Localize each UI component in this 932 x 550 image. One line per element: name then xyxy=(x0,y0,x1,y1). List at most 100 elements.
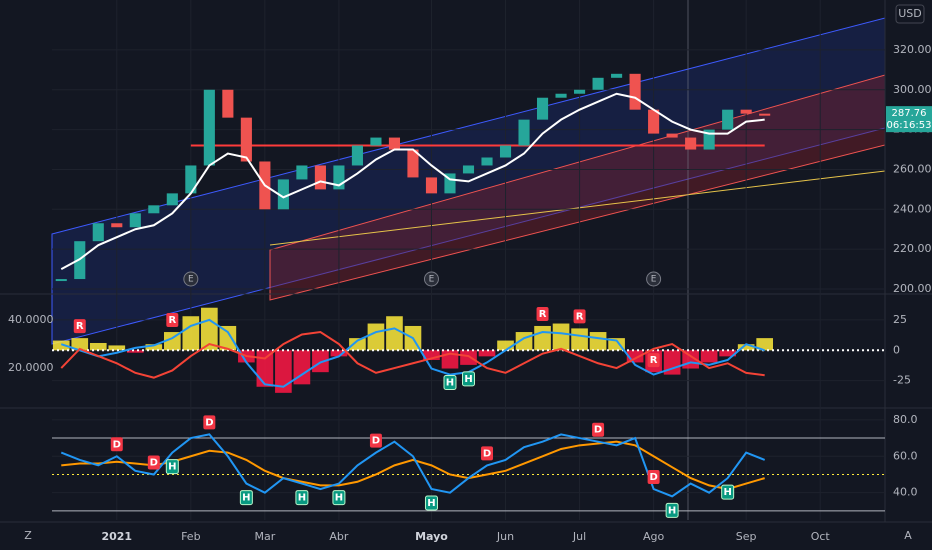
histogram-bar xyxy=(256,350,274,387)
candle xyxy=(444,173,456,194)
histogram-bar xyxy=(737,344,755,351)
signal-box xyxy=(536,306,549,321)
histogram-bar xyxy=(663,350,681,375)
signal-label: H xyxy=(242,493,250,504)
candle xyxy=(518,119,530,146)
signal-box xyxy=(239,490,253,506)
histogram-bar xyxy=(219,325,237,351)
candle xyxy=(740,109,752,114)
signal-label: R xyxy=(168,315,176,326)
signal-label: H xyxy=(464,374,472,385)
histogram-bar xyxy=(71,338,89,351)
signal-label: D xyxy=(113,439,121,450)
signal-label: D xyxy=(594,425,602,436)
candle xyxy=(555,93,567,98)
signal-label: H xyxy=(668,505,676,516)
candle xyxy=(666,133,678,138)
candle xyxy=(111,223,123,228)
x-tick-label: Mayo xyxy=(415,530,448,543)
signal-box xyxy=(462,371,475,387)
x-tick-label: 2021 xyxy=(101,530,132,543)
signal-box xyxy=(110,437,123,452)
candle xyxy=(703,129,715,150)
histogram-bar xyxy=(330,350,348,357)
signal-box xyxy=(424,495,438,511)
histogram-bar xyxy=(589,332,607,351)
x-tick-label: Feb xyxy=(181,530,200,543)
x-tick-label: Abr xyxy=(329,530,349,543)
candle xyxy=(407,149,419,178)
y-tick-label: 40.0 xyxy=(893,486,918,499)
earnings-box xyxy=(423,271,439,287)
series-line xyxy=(60,92,765,270)
x-tick-label: Jul xyxy=(572,530,586,543)
y-tick-label: 200.00 xyxy=(893,282,932,295)
histogram-bar xyxy=(275,350,292,393)
trend-line xyxy=(269,170,886,246)
y-tick-label: 240.00 xyxy=(893,202,932,215)
histogram-bar xyxy=(108,345,126,351)
y-tick-label: 25 xyxy=(893,313,907,326)
histogram-bar xyxy=(571,328,588,351)
histogram-bar xyxy=(423,350,440,361)
earnings-label: E xyxy=(651,275,657,285)
series-line xyxy=(60,433,766,498)
y-tick-label: -25 xyxy=(893,374,911,387)
signal-label: D xyxy=(205,417,213,428)
corner-left[interactable]: Z xyxy=(24,529,32,542)
histogram-bar xyxy=(700,350,718,363)
candle xyxy=(685,137,697,150)
earnings-box xyxy=(646,271,662,287)
candle xyxy=(388,137,401,150)
signal-label: H xyxy=(335,493,343,504)
histogram-bar xyxy=(386,316,403,351)
signal-box xyxy=(147,455,160,470)
y-tick-label: 300.00 xyxy=(893,83,932,96)
y-tick-label: 60.0 xyxy=(893,449,918,462)
currency: USD xyxy=(898,7,922,20)
candle xyxy=(55,279,67,282)
histogram-bar xyxy=(182,316,200,351)
countdown: 06:16:53 xyxy=(887,120,932,131)
candle xyxy=(481,157,493,166)
histogram-bar xyxy=(89,342,107,351)
signal-box xyxy=(721,484,735,500)
x-tick-label: Oct xyxy=(811,530,831,543)
histogram-bar xyxy=(293,350,311,385)
earnings-label: E xyxy=(188,275,194,285)
y-tick-label: 320.00 xyxy=(893,43,932,56)
signal-box xyxy=(203,415,216,430)
candle xyxy=(314,165,326,190)
candle xyxy=(351,145,363,166)
histogram-bar xyxy=(349,338,366,351)
signal-box xyxy=(443,375,457,391)
x-tick-label: Mar xyxy=(254,530,275,543)
signal-box xyxy=(573,309,586,324)
candle xyxy=(629,73,641,110)
histogram-bar xyxy=(163,332,181,351)
y-tick-label: 220.00 xyxy=(893,242,932,255)
signal-label: H xyxy=(446,378,454,389)
corner-right[interactable]: A xyxy=(904,529,912,542)
histogram-bar xyxy=(52,340,70,351)
signal-box xyxy=(592,422,605,437)
candle xyxy=(277,179,289,210)
signal-label: R xyxy=(539,309,547,320)
currency-box[interactable] xyxy=(895,4,925,24)
x-tick-label: Sep xyxy=(736,530,757,543)
signal-label: H xyxy=(427,498,435,509)
histogram-bar xyxy=(534,325,551,351)
signal-box xyxy=(369,433,382,448)
signal-label: H xyxy=(298,493,306,504)
candle xyxy=(536,97,549,120)
candle xyxy=(129,213,141,228)
x-tick-label: Ago xyxy=(643,530,665,543)
signal-box xyxy=(665,502,679,518)
candle xyxy=(722,109,734,130)
y-tick-label: 260.00 xyxy=(893,162,932,175)
signal-box xyxy=(647,353,660,368)
candle xyxy=(462,165,475,174)
histogram-bar xyxy=(201,307,218,351)
signal-label: H xyxy=(723,487,731,498)
y-tick-label: 80.0 xyxy=(893,413,918,426)
